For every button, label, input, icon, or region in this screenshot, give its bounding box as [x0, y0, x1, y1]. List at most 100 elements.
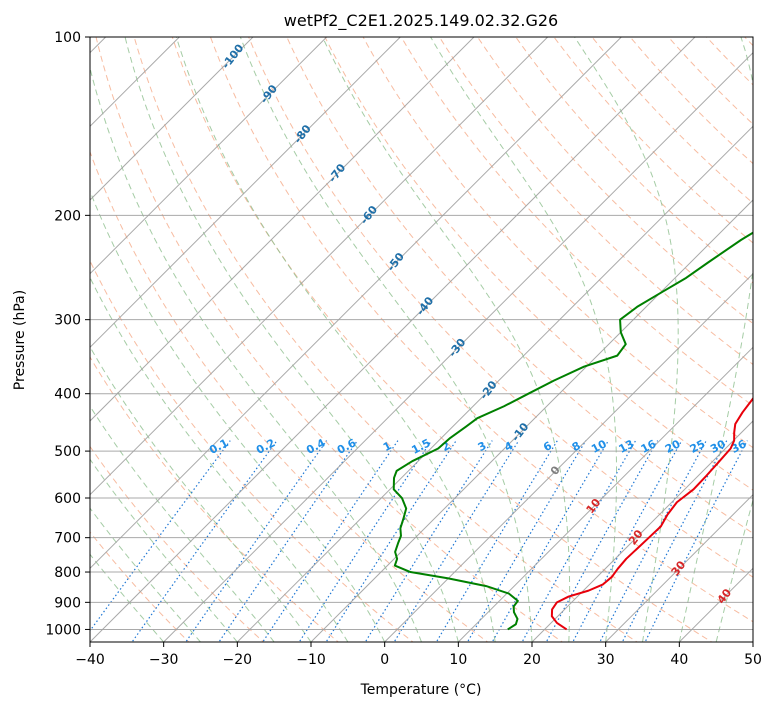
isotherm-gridline: [605, 493, 753, 642]
dry-adiabat-line: [438, 37, 753, 366]
isotherm-gridline: [236, 125, 753, 642]
x-axis-ticks: −40 −30 −20 −10 0 10 20 30 40 50: [75, 642, 762, 668]
moist-adiabat-line: [90, 458, 238, 642]
moist-adiabat-line: [90, 345, 312, 642]
dewpoint-profile-line: [392, 231, 753, 631]
moist-adiabat-line: [175, 37, 496, 642]
dry-adiabat-line: [705, 37, 753, 86]
mixing-ratio-label: 13: [617, 437, 637, 456]
mixing-ratio-line: [491, 440, 609, 642]
temperature-profile-line: [550, 396, 753, 631]
isotherm-gridline: [90, 37, 549, 496]
y-tick-label: 600: [54, 491, 81, 507]
moist-adiabat-line: [715, 498, 753, 642]
dry-adiabats: [90, 37, 753, 642]
x-tick-label: −30: [149, 652, 179, 668]
y-tick-label: 800: [54, 565, 81, 581]
mixing-ratio-line: [325, 440, 457, 642]
isotherm-gridline: [90, 37, 475, 422]
x-tick-label: −40: [75, 652, 105, 668]
mixing-ratio-label: 20: [663, 437, 683, 456]
moist-adiabat-line: [430, 37, 618, 642]
x-tick-label: 40: [670, 652, 688, 668]
moist-adiabat-line: [678, 37, 753, 642]
moist-adiabat-line: [90, 405, 275, 642]
moist-adiabat-line: [90, 507, 201, 642]
dry-adiabat-line: [400, 37, 753, 407]
x-tick-label: 0: [380, 652, 389, 668]
mixing-ratio-line: [90, 440, 231, 632]
dry-adiabat-line: [743, 37, 753, 47]
mixing-ratio-line: [298, 440, 432, 642]
mixing-ratio-label: 0.1: [207, 436, 230, 457]
moist-adiabat-line: [90, 553, 165, 642]
mixing-ratio-line: [545, 440, 659, 642]
mixing-ratio-line: [435, 440, 558, 642]
mixing-ratio-line: [262, 440, 399, 642]
y-tick-label: 500: [54, 444, 81, 460]
mixing-ratio-label: 0.4: [304, 436, 328, 457]
y-tick-label: 200: [54, 208, 81, 224]
moist-adiabat-line: [90, 66, 422, 642]
isotherm-label: -100: [219, 41, 246, 71]
dry-adiabat-line: [95, 37, 564, 642]
isotherm-gridline: [678, 567, 753, 642]
moist-adiabat-line: [322, 37, 571, 642]
isotherm-gridline: [90, 37, 696, 642]
mixing-ratio-label: 4: [502, 439, 515, 454]
mixing-ratio-line: [131, 440, 278, 642]
profile-series: [392, 231, 753, 631]
moist-adiabats: [90, 37, 753, 642]
isotherm-gridline: [531, 420, 753, 642]
mixing-ratio-label: 0.6: [335, 436, 359, 457]
dry-adiabat-line: [286, 37, 753, 534]
x-tick-label: −20: [223, 652, 253, 668]
plot-frame: [89, 36, 754, 643]
y-tick-label: 1000: [45, 622, 81, 638]
x-axis-label: Temperature (°C): [360, 682, 482, 698]
moist-adiabat-line: [124, 37, 459, 642]
moist-adiabat-line: [90, 276, 349, 642]
isotherm-gridline: [752, 641, 753, 642]
isotherm-gridline: [457, 346, 753, 642]
dry-adiabat-line: [171, 37, 713, 642]
y-axis-ticks: 100 200 300 400 500 600 700 800 900 1000: [45, 30, 90, 638]
dry-adiabat-line: [133, 37, 638, 642]
mixing-ratio-line: [364, 440, 493, 642]
isobar-gridlines: [90, 37, 753, 630]
isotherm-gridline: [163, 51, 753, 642]
y-tick-label: 300: [54, 313, 81, 329]
dry-adiabat-line: [90, 356, 339, 642]
isotherm-gridlines: [90, 37, 753, 642]
isotherm-gridline: [90, 37, 622, 570]
dry-adiabat-line: [629, 37, 753, 165]
mixing-ratio-label: 10: [589, 437, 609, 456]
x-tick-label: 10: [449, 652, 467, 668]
dry-adiabat-line: [324, 37, 753, 491]
mixing-ratio-label: 1: [381, 439, 394, 454]
dry-adiabat-line: [90, 445, 265, 642]
mixing-ratio-label: 16: [639, 437, 659, 456]
dry-adiabat-line: [362, 37, 753, 449]
mixing-ratio-label: 25: [688, 437, 708, 456]
y-tick-label: 700: [54, 531, 81, 547]
isotherm-gridline: [90, 37, 254, 201]
chart-title: wetPf2_C2E1.2025.149.02.32.G26: [284, 11, 558, 31]
dry-adiabat-line: [591, 37, 753, 204]
plot-area: -100-90-80-70-60-50-40-30-20-10010203040…: [90, 37, 753, 642]
moist-adiabat-line: [90, 189, 386, 642]
mixing-ratio-line: [599, 440, 707, 642]
isotherm-gridline: [90, 37, 401, 349]
y-tick-label: 100: [54, 30, 81, 46]
mixing-ratio-line: [521, 440, 637, 642]
dry-adiabat-line: [209, 37, 753, 623]
dry-adiabat-line: [667, 37, 753, 125]
moist-adiabat-line: [239, 37, 533, 642]
isotherm-gridline: [310, 199, 753, 642]
mixing-ratio-lines: [90, 440, 748, 642]
isotherm-gridline: [384, 272, 753, 642]
mixing-ratio-labels: 0.1 0.2 0.4 0.6 1 1.5 2 3 4 6 8 10 13 16 20 25 30 36: [207, 436, 749, 457]
x-tick-label: 50: [744, 652, 762, 668]
